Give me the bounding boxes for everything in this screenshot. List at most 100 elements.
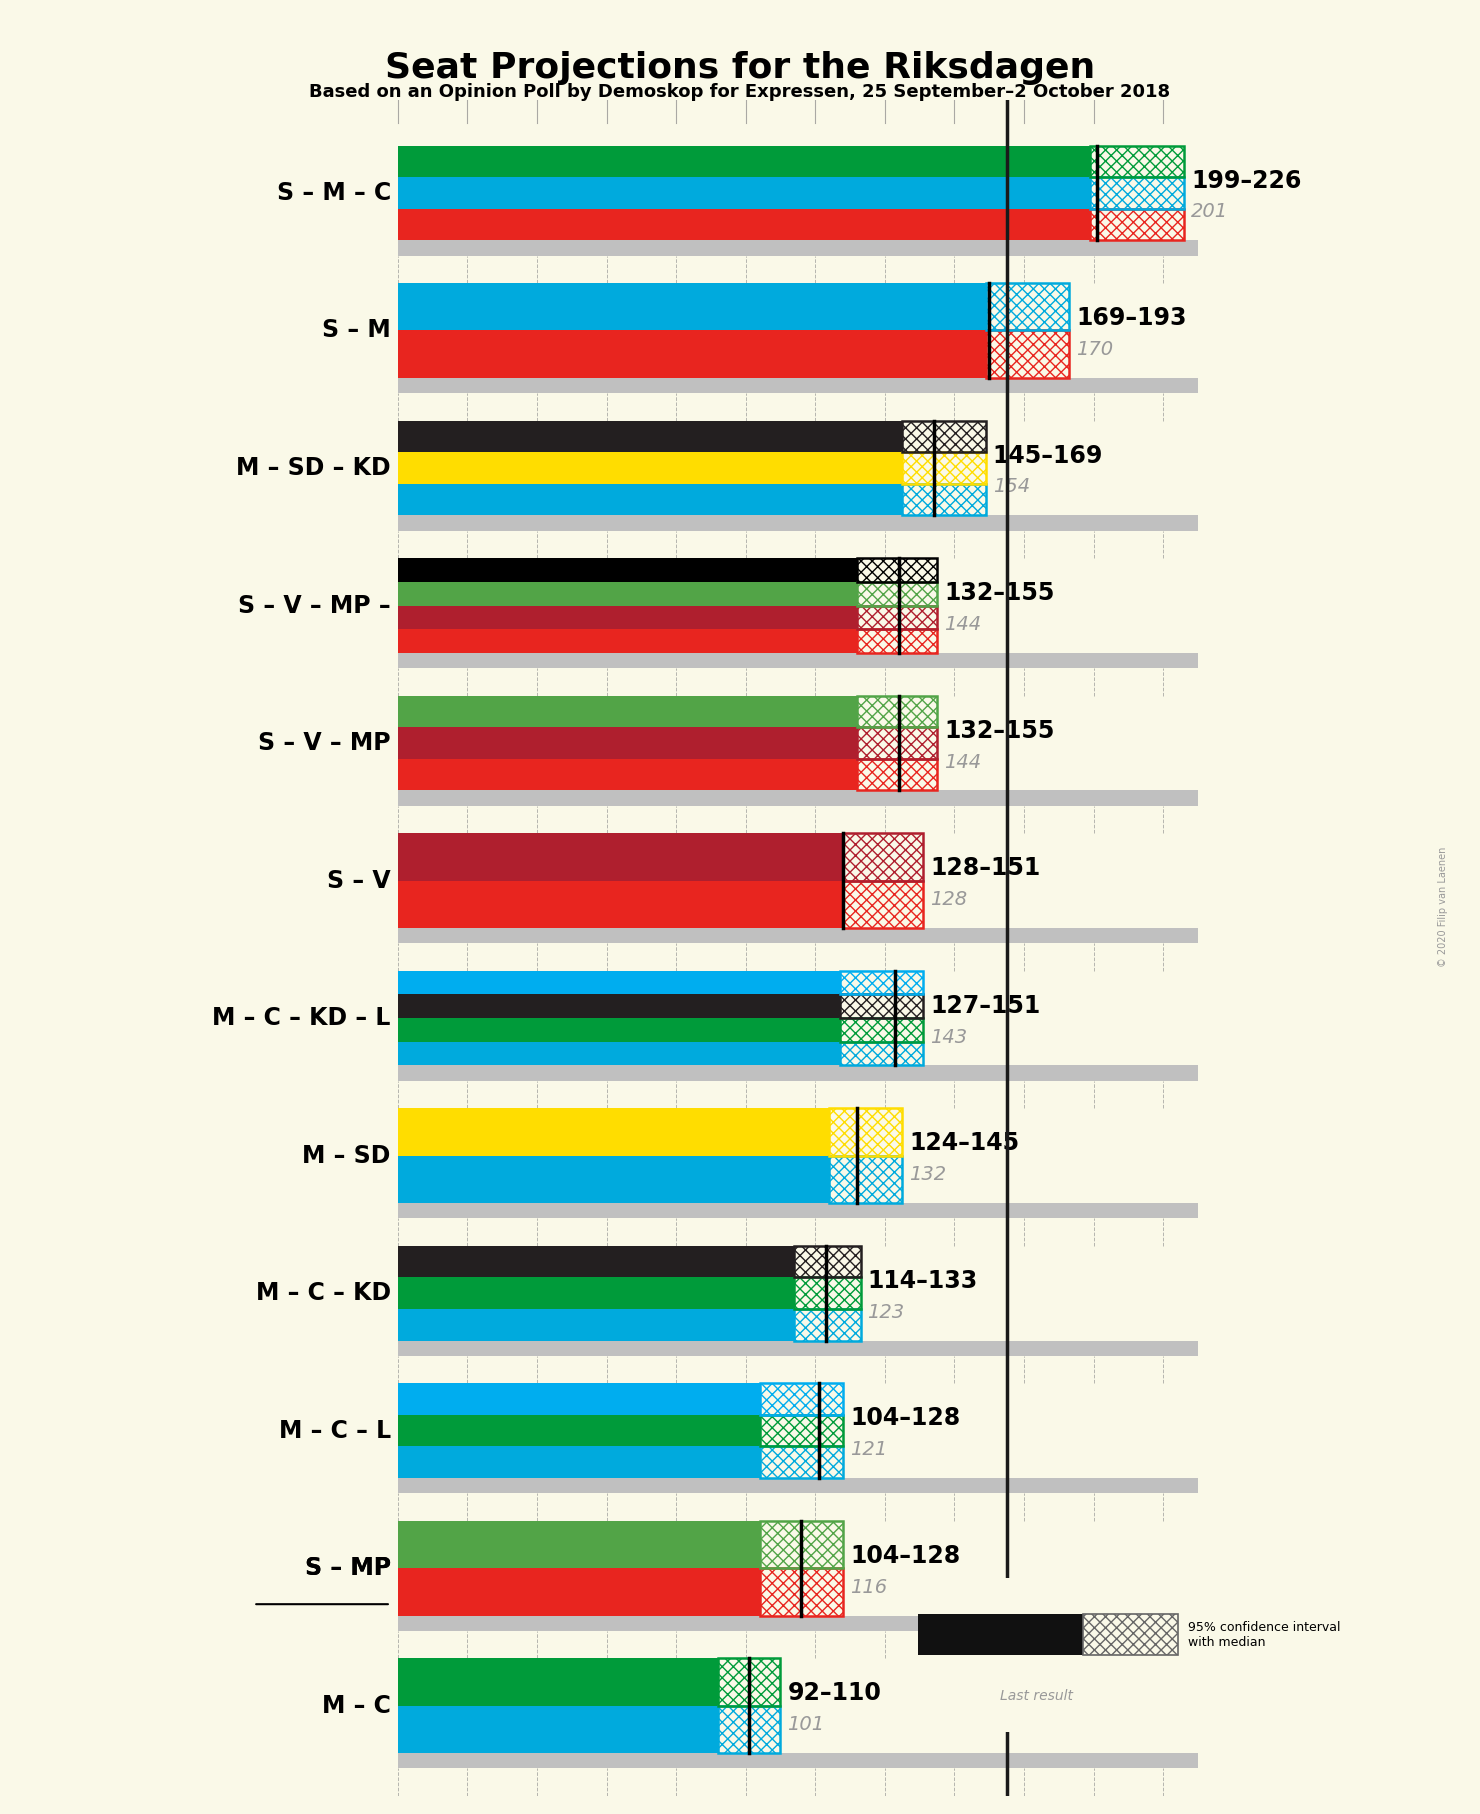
Bar	[398, 1277, 795, 1310]
Text: 145–169: 145–169	[993, 444, 1103, 468]
Bar	[839, 994, 924, 1018]
Bar	[398, 1658, 718, 1705]
Text: M – C – L: M – C – L	[278, 1419, 391, 1442]
Bar	[398, 1493, 1197, 1520]
Text: 144: 144	[944, 615, 981, 633]
Text: 123: 123	[867, 1302, 904, 1322]
Text: M – SD – KD: M – SD – KD	[237, 455, 391, 481]
Bar	[398, 394, 1197, 421]
Bar	[1091, 145, 1184, 178]
Text: 128: 128	[929, 891, 968, 909]
Bar	[398, 1415, 759, 1446]
Bar	[903, 452, 986, 484]
Bar	[398, 145, 1091, 178]
Bar	[398, 1310, 795, 1341]
Bar	[398, 532, 1197, 559]
Bar	[398, 1081, 1197, 1108]
Bar	[398, 256, 1197, 283]
Text: 114–133: 114–133	[867, 1268, 978, 1293]
Bar	[718, 1705, 780, 1752]
Bar	[903, 484, 986, 515]
Text: 128–151: 128–151	[929, 856, 1040, 880]
Bar	[398, 1631, 1197, 1658]
Bar	[759, 1384, 844, 1415]
Bar	[398, 209, 1091, 239]
Text: S – M – C: S – M – C	[277, 181, 391, 205]
Bar	[398, 994, 839, 1018]
Bar	[398, 1446, 759, 1478]
Bar	[398, 1203, 1197, 1219]
Bar	[829, 1108, 903, 1156]
Text: 101: 101	[787, 1716, 824, 1734]
Text: M – C – KD: M – C – KD	[256, 1281, 391, 1304]
Text: 121: 121	[850, 1440, 887, 1458]
Text: 170: 170	[1076, 339, 1113, 359]
Text: M – C: M – C	[323, 1694, 391, 1718]
Bar	[398, 421, 903, 452]
Text: 154: 154	[993, 477, 1030, 497]
Text: 127–151: 127–151	[929, 994, 1040, 1018]
Text: © 2020 Filip van Laenen: © 2020 Filip van Laenen	[1439, 847, 1447, 967]
Bar	[398, 1752, 1197, 1769]
Bar	[857, 697, 937, 727]
Bar	[857, 727, 937, 758]
Bar	[398, 1705, 718, 1752]
Bar	[398, 668, 1197, 697]
Bar	[829, 1156, 903, 1203]
Bar	[398, 330, 986, 377]
Bar	[398, 1156, 829, 1203]
Bar	[398, 582, 857, 606]
Bar	[398, 1567, 759, 1616]
Bar	[398, 1065, 1197, 1081]
Bar	[398, 178, 1091, 209]
Text: S – MP: S – MP	[305, 1556, 391, 1580]
Bar	[918, 1614, 1083, 1654]
Bar	[398, 1355, 1197, 1384]
Bar	[839, 1018, 924, 1041]
Bar	[398, 1769, 1197, 1796]
Text: 132–155: 132–155	[944, 580, 1054, 606]
Bar	[795, 1246, 860, 1277]
Bar	[398, 653, 1197, 668]
Text: S – V – MP: S – V – MP	[258, 731, 391, 755]
Bar	[398, 758, 857, 791]
Bar	[903, 421, 986, 452]
Bar	[398, 697, 857, 727]
Bar	[398, 1018, 839, 1041]
Bar	[759, 1415, 844, 1446]
Bar	[398, 283, 986, 330]
Bar	[857, 629, 937, 653]
Text: 124–145: 124–145	[909, 1132, 1020, 1156]
Text: Seat Projections for the Riksdagen: Seat Projections for the Riksdagen	[385, 51, 1095, 85]
Bar	[718, 1658, 780, 1705]
Bar	[839, 970, 924, 994]
Bar	[844, 833, 924, 880]
Bar	[857, 606, 937, 629]
Bar	[398, 559, 857, 582]
Bar	[398, 791, 1197, 805]
Bar	[398, 452, 903, 484]
Bar	[1083, 1614, 1178, 1654]
Text: 201: 201	[1191, 203, 1228, 221]
Text: S – M: S – M	[323, 319, 391, 343]
Text: 132: 132	[909, 1165, 946, 1185]
Bar	[398, 1108, 829, 1156]
Text: S – V – MP –: S – V – MP –	[238, 593, 391, 617]
Bar	[398, 1219, 1197, 1246]
Bar	[857, 582, 937, 606]
Bar	[398, 880, 844, 929]
Bar	[986, 330, 1069, 377]
Text: M – SD: M – SD	[302, 1143, 391, 1168]
Bar	[398, 1246, 795, 1277]
Text: 143: 143	[929, 1027, 968, 1047]
Text: S – MP: S – MP	[305, 1556, 391, 1580]
Text: Based on an Opinion Poll by Demoskop for Expressen, 25 September–2 October 2018: Based on an Opinion Poll by Demoskop for…	[309, 83, 1171, 102]
Bar	[398, 484, 903, 515]
Bar	[398, 1041, 839, 1065]
Text: Last result: Last result	[999, 1689, 1073, 1703]
Bar	[398, 1341, 1197, 1355]
Bar	[398, 943, 1197, 970]
Text: 104–128: 104–128	[850, 1544, 961, 1567]
Bar	[398, 1384, 759, 1415]
Text: 92–110: 92–110	[787, 1682, 881, 1705]
